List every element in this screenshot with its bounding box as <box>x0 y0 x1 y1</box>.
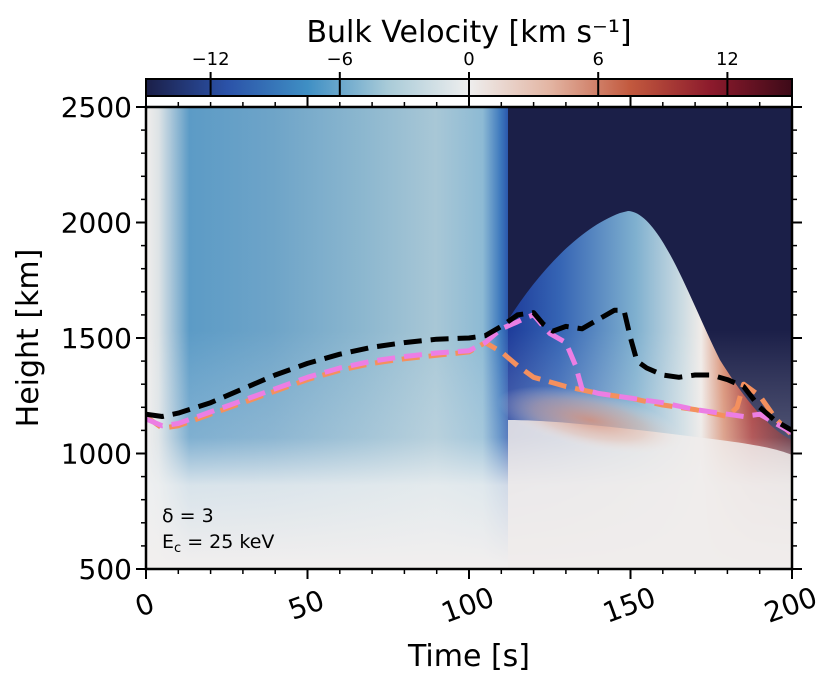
y-tick-label: 2000 <box>61 207 132 240</box>
colorbar-tick-label: 6 <box>592 49 603 70</box>
x-tick-label: 0 <box>131 587 159 624</box>
annotation-cutoff-energy: Ec = 25 keV <box>162 531 274 556</box>
annotation: δ = 3 Ec = 25 keV <box>162 505 274 556</box>
annotation-delta: δ = 3 <box>162 505 214 527</box>
x-axis-label: Time [s] <box>407 639 530 674</box>
series-line-2 <box>146 312 792 435</box>
y-axis-label: Height [km] <box>11 249 46 428</box>
heatmap-upflow-patch <box>496 386 684 454</box>
colorbar-tick-label: −6 <box>327 49 354 70</box>
x-tick-label: 150 <box>598 580 660 629</box>
x-tick-label: 200 <box>760 580 822 629</box>
heatmap <box>146 107 792 569</box>
series-line-0 <box>146 307 792 433</box>
series-lines <box>146 307 792 437</box>
colorbar-tick-label: 0 <box>463 49 474 70</box>
y-tick-label: 2500 <box>61 91 132 124</box>
colorbar-label: Bulk Velocity [km s⁻¹] <box>306 15 631 50</box>
colorbar-tick-label: 12 <box>716 49 739 70</box>
colorbar-tick-label: −12 <box>192 49 230 70</box>
annotation-cutoff-main: E <box>162 531 174 553</box>
y-tick-label: 1500 <box>61 322 132 355</box>
y-tick-label: 500 <box>79 553 132 586</box>
x-tick-label: 100 <box>437 580 499 629</box>
annotation-cutoff-rest: = 25 keV <box>181 531 274 553</box>
x-tick-label: 50 <box>284 583 329 626</box>
heatmap-lower-right-region <box>508 420 792 569</box>
colorbar-ticks: −12 −6 0 6 12 <box>192 49 739 96</box>
colorbar: Bulk Velocity [km s⁻¹] −12 −6 0 6 12 <box>145 15 793 97</box>
annotation-cutoff-sub: c <box>174 541 181 556</box>
y-tick-label: 1000 <box>61 438 132 471</box>
